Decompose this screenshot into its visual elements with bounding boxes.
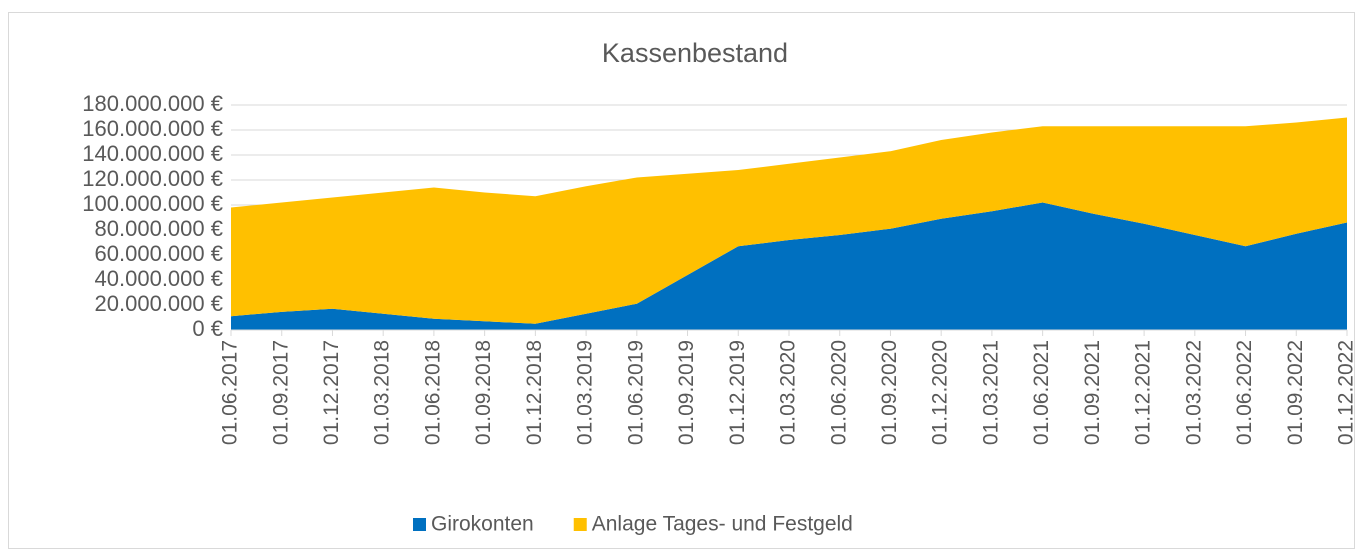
y-tick-label: 180.000.000 € xyxy=(82,91,223,116)
x-tick-label: 01.03.2020 xyxy=(777,340,800,445)
x-tick-label: 01.06.2020 xyxy=(827,340,850,445)
x-tick-label: 01.09.2021 xyxy=(1081,340,1104,445)
x-tick-label: 01.12.2020 xyxy=(929,340,952,445)
x-tick-label: 01.09.2022 xyxy=(1284,340,1307,445)
x-tick-label: 01.09.2018 xyxy=(472,340,495,445)
y-tick-label: 0 € xyxy=(192,316,223,341)
y-tick-label: 60.000.000 € xyxy=(95,241,223,266)
x-tick-label: 01.06.2019 xyxy=(624,340,647,445)
y-tick-label: 40.000.000 € xyxy=(95,266,223,291)
x-tick-label: 01.06.2018 xyxy=(421,340,444,445)
x-tick-label: 01.12.2022 xyxy=(1335,340,1358,445)
area xyxy=(231,117,1347,324)
x-tick-label: 01.12.2017 xyxy=(320,340,343,445)
y-tick-label: 160.000.000 € xyxy=(82,116,223,141)
y-tick-label: 140.000.000 € xyxy=(82,141,223,166)
x-tick-label: 01.09.2017 xyxy=(269,340,292,445)
legend-swatch xyxy=(573,518,587,531)
x-tick-label: 01.03.2022 xyxy=(1182,340,1205,445)
x-tick-label: 01.03.2019 xyxy=(574,340,597,445)
x-tick-label: 01.09.2020 xyxy=(878,340,901,445)
y-tick-label: 20.000.000 € xyxy=(95,291,223,316)
y-tick-label: 80.000.000 € xyxy=(95,216,223,241)
x-tick-label: 01.06.2017 xyxy=(219,340,242,445)
x-tick-label: 01.12.2019 xyxy=(726,340,749,445)
x-tick-label: 01.09.2019 xyxy=(675,340,698,445)
legend-swatch xyxy=(413,518,426,531)
x-tick-label: 01.12.2021 xyxy=(1132,340,1155,445)
legend-label: Anlage Tages- und Festgeld xyxy=(592,513,853,536)
legend-label: Girokonten xyxy=(431,513,534,536)
area xyxy=(231,202,1347,330)
x-tick-label: 01.06.2022 xyxy=(1233,340,1256,445)
y-tick-label: 100.000.000 € xyxy=(82,191,223,216)
x-tick-label: 01.12.2018 xyxy=(523,340,546,445)
chart-title: Kassenbestand xyxy=(602,38,788,68)
y-tick-label: 120.000.000 € xyxy=(82,166,223,191)
x-tick-label: 01.03.2021 xyxy=(979,340,1002,445)
x-tick-label: 01.06.2021 xyxy=(1030,340,1053,445)
x-tick-label: 01.03.2018 xyxy=(371,340,394,445)
